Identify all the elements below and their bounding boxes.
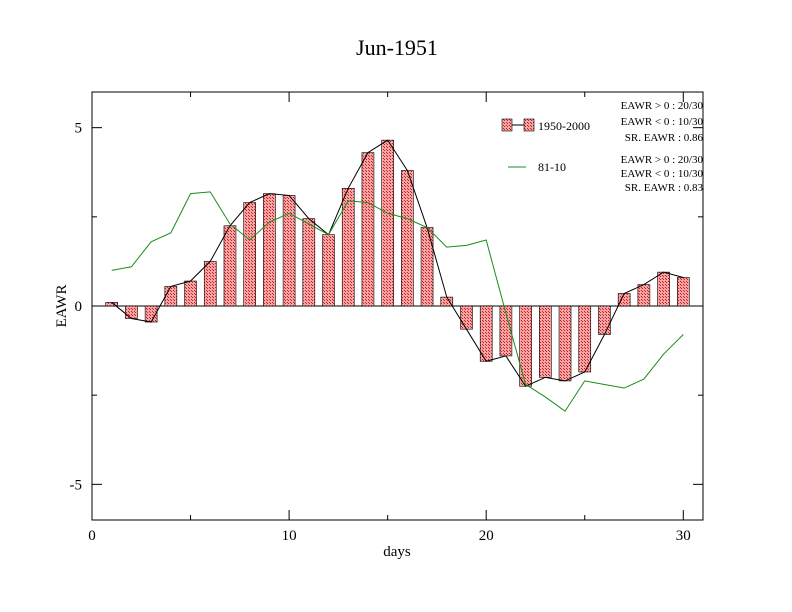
y-tick-label: -5 — [70, 477, 83, 493]
bar-day-11 — [302, 218, 316, 307]
bar-day-29 — [657, 271, 670, 307]
x-tick-label: 0 — [88, 528, 96, 544]
bar-day-9 — [263, 193, 276, 307]
chart-title: Jun-1951 — [356, 35, 438, 60]
bar-day-10 — [282, 195, 296, 307]
bar-day-30 — [676, 277, 690, 307]
stat-8110-pos: EAWR > 0 : 20/30 — [621, 154, 704, 166]
bar-day-13 — [341, 188, 355, 307]
bar-day-5 — [184, 280, 197, 307]
legend-bar-swatch-left — [501, 118, 513, 132]
x-axis-label: days — [383, 544, 411, 560]
bar-day-20 — [479, 305, 493, 362]
series-81-10-line — [111, 191, 684, 412]
stat-8110-sr: SR. EAWR : 0.83 — [625, 182, 704, 194]
x-tick-label: 20 — [479, 528, 494, 544]
stat-1950-pos: EAWR > 0 : 20/30 — [621, 100, 704, 112]
y-tick-label: 5 — [75, 121, 83, 137]
bar-day-28 — [637, 284, 651, 307]
stat-8110-neg: EAWR < 0 : 10/30 — [621, 168, 704, 180]
series-1950-2000-line — [111, 139, 684, 387]
legend-label-1950-2000: 1950-2000 — [538, 119, 590, 133]
bar-day-8 — [243, 202, 256, 307]
bar-day-24 — [558, 305, 572, 382]
y-tick-label: 0 — [75, 299, 83, 315]
bar-day-12 — [322, 234, 335, 307]
bar-day-17 — [420, 227, 434, 307]
bar-day-22 — [519, 305, 532, 387]
stat-1950-neg: EAWR < 0 : 10/30 — [621, 116, 704, 128]
bar-day-25 — [578, 305, 592, 373]
bar-day-15 — [381, 139, 394, 307]
bar-day-23 — [539, 305, 552, 378]
x-tick-label: 10 — [282, 528, 297, 544]
bar-day-19 — [460, 305, 473, 330]
bar-day-16 — [401, 170, 414, 307]
bar-day-7 — [223, 225, 237, 307]
bar-day-2 — [125, 305, 138, 319]
bar-day-27 — [617, 293, 631, 307]
stat-1950-sr: SR. EAWR : 0.86 — [625, 132, 704, 144]
bar-day-26 — [598, 305, 611, 335]
legend-label-81-10: 81-10 — [538, 160, 566, 174]
legend-bar-swatch-right — [523, 118, 535, 132]
y-axis-label: EAWR — [54, 285, 70, 328]
legend: 1950-2000 81-10 EAWR > 0 : 20/30 EAWR < … — [501, 100, 704, 194]
bar-day-14 — [361, 152, 375, 307]
x-tick-label: 30 — [676, 528, 691, 544]
bar-day-6 — [203, 261, 217, 307]
bar-day-4 — [164, 286, 178, 307]
